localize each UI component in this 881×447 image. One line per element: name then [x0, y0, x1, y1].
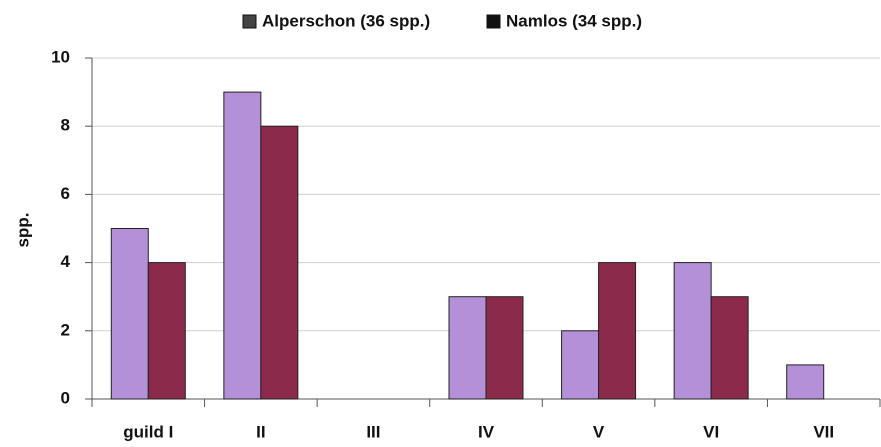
x-tick-label: IV — [478, 422, 495, 441]
bar — [260, 125, 299, 400]
y-tick-label: 10 — [51, 47, 70, 66]
bar — [598, 262, 637, 400]
bar — [673, 262, 712, 400]
bar — [786, 364, 825, 400]
bar — [223, 91, 262, 400]
legend-label: Namlos (34 spp.) — [506, 11, 642, 30]
bar — [561, 330, 600, 400]
bar — [710, 296, 749, 400]
y-tick-label: 8 — [61, 116, 70, 135]
x-tick-label: VI — [703, 422, 719, 441]
x-tick-label: VII — [813, 422, 834, 441]
legend-label: Alperschon (36 spp.) — [262, 11, 430, 30]
x-tick-label: III — [366, 422, 380, 441]
y-axis-label: spp. — [13, 213, 32, 248]
legend-swatch — [242, 14, 257, 29]
bar — [448, 296, 487, 400]
x-tick-label: II — [256, 422, 265, 441]
y-tick-label: 4 — [61, 252, 71, 271]
y-tick-label: 2 — [61, 320, 70, 339]
y-tick-label: 0 — [61, 388, 70, 407]
bar — [110, 228, 149, 400]
bar — [485, 296, 524, 400]
legend-swatch — [486, 14, 501, 29]
y-tick-label: 6 — [61, 184, 70, 203]
x-tick-label: V — [593, 422, 605, 441]
x-tick-label: guild I — [123, 422, 173, 441]
bar — [147, 262, 186, 400]
